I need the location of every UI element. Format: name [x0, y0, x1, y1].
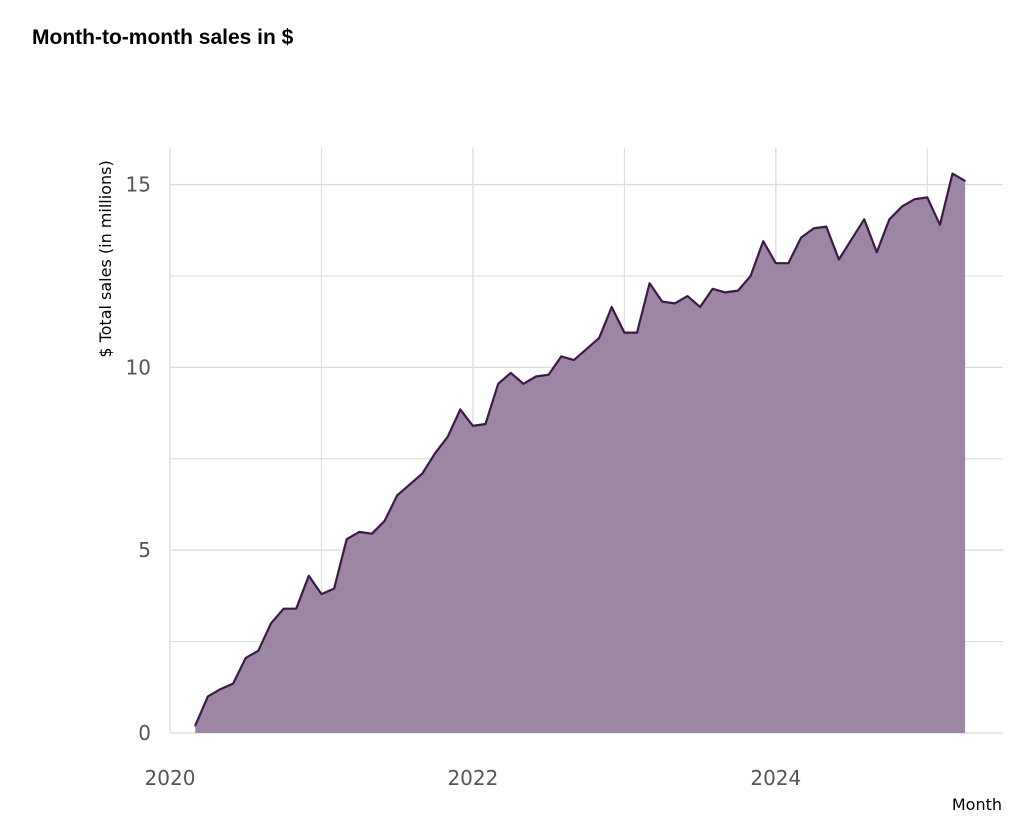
y-tick-label: 5 [138, 538, 151, 562]
data-point [497, 383, 500, 385]
data-point [926, 196, 929, 199]
data-point [901, 205, 903, 208]
data-point [888, 218, 891, 221]
y-axis-title: $ Total sales (in millions) [96, 160, 115, 357]
data-point [535, 375, 537, 378]
x-axis-title: Month [952, 795, 1002, 814]
data-point [951, 172, 954, 175]
data-point [308, 575, 310, 577]
data-point [472, 425, 474, 427]
data-point [737, 289, 739, 292]
data-point [724, 291, 727, 294]
data-point [244, 657, 247, 659]
y-tick-label: 15 [126, 173, 151, 197]
data-point [320, 593, 323, 595]
y-tick-label: 10 [126, 355, 151, 379]
data-point [850, 238, 853, 241]
data-point [623, 331, 626, 334]
data-point [207, 695, 209, 698]
data-point [484, 423, 487, 425]
chart-title: Month-to-month sales in $ [32, 26, 294, 49]
data-point [194, 724, 196, 727]
data-point [396, 494, 399, 497]
data-point [812, 227, 815, 230]
data-point [699, 306, 701, 308]
data-point [421, 472, 424, 475]
sales-area [195, 173, 966, 734]
data-point [787, 262, 790, 265]
data-point [434, 452, 436, 455]
y-tick-label: 0 [138, 721, 151, 745]
data-point [333, 587, 335, 590]
data-point [232, 682, 234, 685]
x-tick-label: 2024 [750, 766, 801, 790]
data-point [409, 483, 411, 486]
data-point [749, 275, 752, 277]
data-point [459, 408, 462, 411]
data-point [648, 282, 651, 285]
data-point [598, 337, 600, 339]
data-point [270, 622, 272, 625]
data-point [383, 520, 386, 522]
y-axis-ticks: 0 5 10 15 [126, 173, 151, 745]
data-point [282, 607, 285, 610]
data-point [711, 288, 714, 290]
data-points [194, 172, 966, 727]
data-point [371, 532, 373, 535]
data-point [295, 607, 298, 610]
data-point [800, 236, 802, 239]
data-point [674, 302, 676, 305]
data-point [610, 306, 613, 308]
data-point [358, 531, 361, 533]
data-point [838, 258, 840, 261]
data-point [636, 331, 638, 334]
data-point [446, 436, 449, 438]
data-point [522, 383, 525, 385]
data-point [876, 251, 878, 253]
sales-line [194, 172, 966, 727]
data-point [863, 218, 865, 221]
data-point [686, 295, 689, 297]
data-point [510, 372, 512, 374]
data-point [661, 300, 663, 303]
data-point [939, 224, 941, 226]
data-point [345, 538, 348, 540]
data-point [762, 240, 764, 242]
x-tick-label: 2020 [145, 766, 196, 790]
data-point [585, 348, 588, 350]
data-point [573, 359, 575, 361]
data-point [825, 225, 828, 228]
data-point [913, 198, 916, 200]
data-point [560, 355, 563, 358]
data-point [219, 688, 222, 690]
data-point [257, 649, 260, 652]
x-tick-label: 2022 [447, 766, 498, 790]
data-point [775, 262, 777, 265]
x-axis-ticks: 2020 2022 2024 [145, 766, 802, 790]
data-point [547, 373, 550, 376]
data-point [964, 180, 966, 182]
